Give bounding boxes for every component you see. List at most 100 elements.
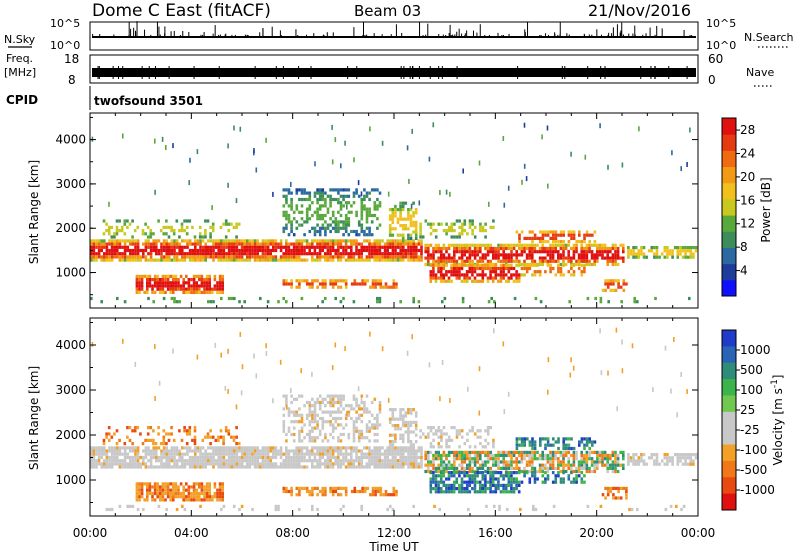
velocity-cell: [520, 443, 524, 447]
freq-unit: [MHz]: [4, 66, 36, 79]
power-cell: [686, 249, 690, 253]
velocity-cell: [167, 432, 171, 436]
velocity-cell: [404, 455, 408, 460]
velocity-cell: [625, 493, 628, 497]
velocity-cell: [344, 486, 348, 490]
velocity-cell: [290, 486, 293, 490]
power-cell: [507, 253, 511, 257]
power-cell: [138, 281, 141, 285]
power-cell: [420, 248, 423, 253]
velocity-cell: [131, 462, 135, 466]
freq-series-band: [92, 68, 696, 77]
power-cell: [541, 262, 544, 267]
velocity-cell: [266, 462, 270, 466]
velocity-cell: [292, 397, 296, 401]
power-cell: [329, 197, 332, 202]
power-cell: [611, 256, 615, 260]
power-cell: [324, 245, 327, 249]
velocity-cell: [614, 463, 617, 467]
velocity-cell: [481, 490, 485, 494]
power-cell: [183, 229, 186, 233]
power-cell: [379, 279, 383, 283]
velocity-cell: [339, 493, 343, 497]
velocity-cell: [455, 457, 459, 461]
velocity-cell: [360, 455, 363, 460]
power-cell: [352, 201, 356, 205]
power-cell: [365, 191, 369, 195]
power-cell: [360, 242, 363, 246]
velocity-cell: [504, 474, 508, 478]
power-cell: [497, 253, 500, 257]
power-cell: [347, 201, 351, 205]
power-cell: [374, 282, 377, 286]
velocity-cell: [235, 459, 239, 463]
power-cell: [401, 227, 405, 231]
velocity-cell: [196, 459, 200, 463]
velocity-cell: [266, 446, 270, 450]
velocity-cell: [105, 435, 108, 439]
velocity-cell: [585, 466, 589, 470]
velocity-cell: [491, 490, 495, 494]
power-cell: [201, 245, 205, 249]
velocity-cell: [230, 455, 233, 460]
power-cell: [295, 252, 298, 256]
velocity-cell: [290, 449, 293, 453]
velocity-cell: [502, 453, 505, 458]
power-cell: [407, 248, 410, 253]
power-cell: [204, 258, 207, 262]
power-cell: [339, 201, 343, 205]
velocity-cell: [131, 459, 135, 463]
power-cell: [251, 248, 254, 253]
power-cell: [399, 208, 402, 212]
velocity-cell: [285, 439, 288, 443]
power-cell: [606, 253, 609, 257]
power-cell: [636, 300, 639, 304]
velocity-cell: [452, 471, 456, 475]
velocity-cell: [188, 426, 192, 430]
velocity-cell: [230, 435, 233, 439]
power-cell: [209, 252, 213, 256]
velocity-cell: [517, 483, 521, 487]
power-cell: [363, 245, 366, 249]
power-cell: [160, 252, 163, 256]
power-cell: [414, 233, 418, 237]
power-cell: [165, 252, 168, 256]
velocity-cell: [531, 443, 534, 447]
power-cell: [577, 262, 581, 267]
power-cell: [261, 248, 265, 253]
power-cell: [462, 168, 464, 174]
power-cell: [370, 220, 374, 224]
power-cell: [233, 248, 236, 253]
velocity-cell: [619, 450, 622, 454]
power-cell: [142, 255, 145, 259]
velocity-cell: [352, 436, 356, 440]
velocity-cell: [424, 457, 427, 461]
power-ytick-label: 3000: [55, 177, 86, 191]
velocity-cell: [502, 474, 505, 478]
power-cell: [211, 290, 214, 294]
velocity-cell: [213, 491, 217, 496]
power-cell: [221, 284, 224, 288]
power-cell: [230, 242, 233, 246]
power-cell: [408, 178, 410, 184]
power-cell: [580, 243, 583, 247]
power-cell: [203, 287, 206, 291]
velocity-cell: [199, 449, 202, 453]
power-cell: [146, 235, 150, 239]
velocity-cell: [213, 482, 217, 486]
power-cell: [368, 245, 371, 249]
power-cell: [533, 250, 537, 254]
velocity-cell: [313, 404, 317, 408]
velocity-cell: [505, 460, 508, 464]
power-cell: [502, 276, 505, 280]
velocity-cell: [429, 471, 433, 475]
velocity-cell: [450, 474, 453, 478]
velocity-cell: [528, 440, 532, 444]
velocity-cell: [352, 449, 356, 453]
power-cell: [432, 259, 435, 263]
velocity-cell: [160, 459, 163, 463]
power-cell: [187, 284, 191, 288]
velocity-cell: [350, 459, 353, 463]
velocity-cell: [103, 465, 106, 469]
power-cell: [491, 279, 495, 283]
